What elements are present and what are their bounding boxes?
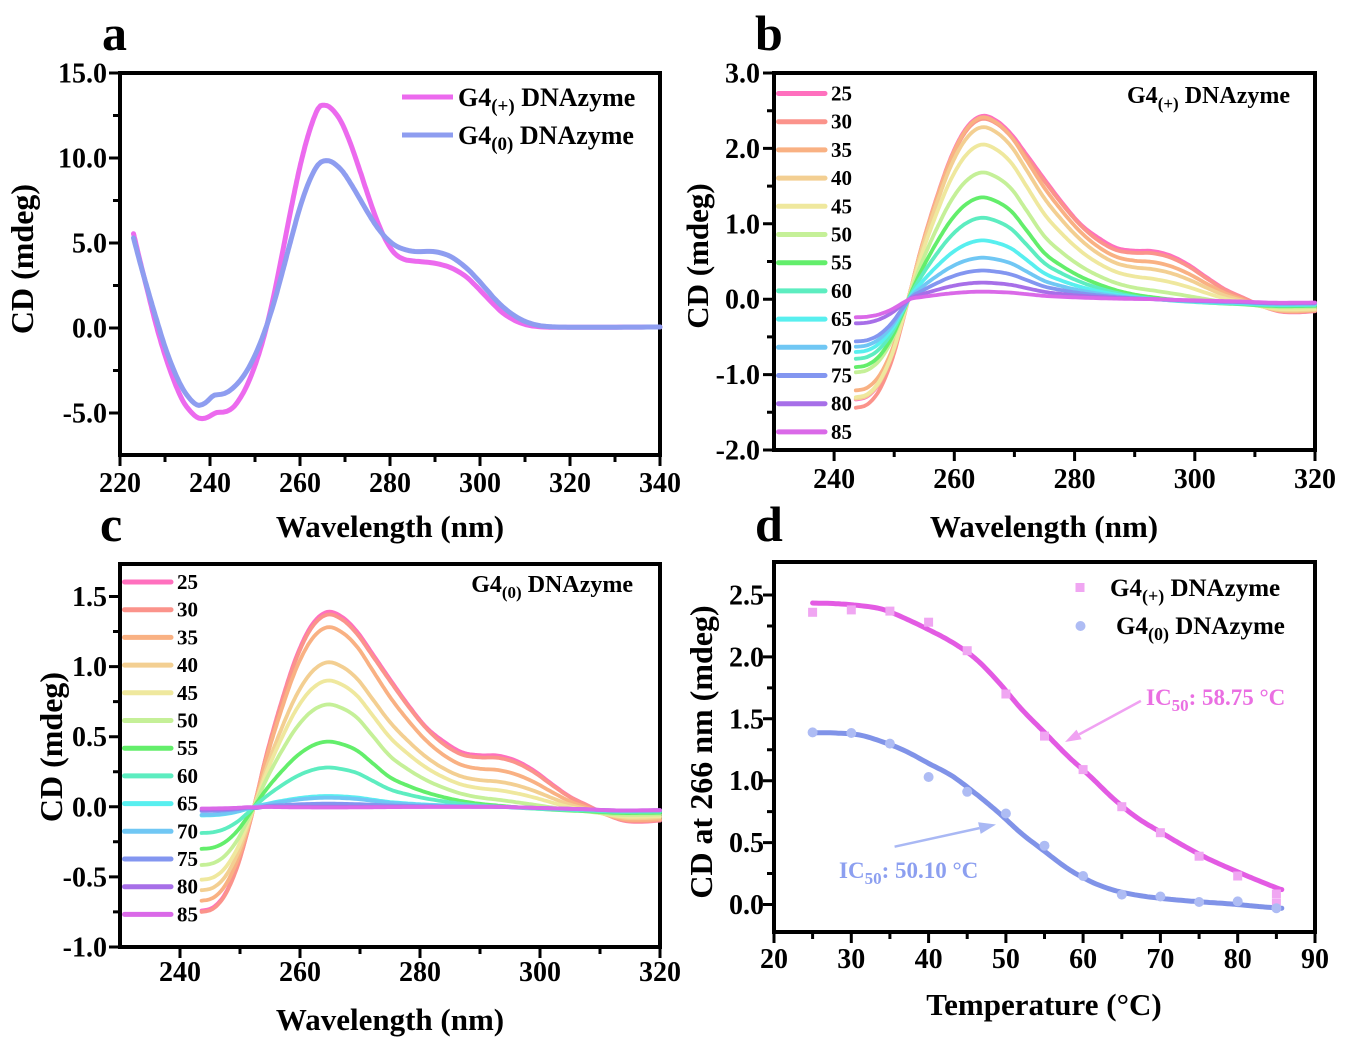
svg-text:2.5: 2.5 xyxy=(729,581,764,612)
svg-text:300: 300 xyxy=(519,957,561,988)
svg-text:240: 240 xyxy=(159,957,201,988)
svg-text:60: 60 xyxy=(177,764,198,788)
svg-text:320: 320 xyxy=(639,957,681,988)
svg-text:b: b xyxy=(755,5,783,61)
svg-text:2.0: 2.0 xyxy=(725,134,760,165)
svg-text:85: 85 xyxy=(177,902,198,926)
svg-text:75: 75 xyxy=(177,847,198,871)
svg-text:0.5: 0.5 xyxy=(729,828,764,859)
svg-text:CD at 266 nm (mdeg): CD at 266 nm (mdeg) xyxy=(683,605,719,898)
svg-text:45: 45 xyxy=(177,681,198,705)
svg-text:35: 35 xyxy=(177,625,198,649)
svg-text:75: 75 xyxy=(831,364,852,388)
svg-text:50: 50 xyxy=(177,709,198,733)
svg-text:50: 50 xyxy=(831,223,852,247)
svg-text:30: 30 xyxy=(177,598,198,622)
svg-text:Wavelength (nm): Wavelength (nm) xyxy=(930,509,1158,544)
svg-text:60: 60 xyxy=(1069,944,1097,975)
svg-text:20: 20 xyxy=(760,944,788,975)
svg-text:35: 35 xyxy=(831,138,852,162)
svg-text:220: 220 xyxy=(99,468,141,499)
svg-text:10.0: 10.0 xyxy=(58,144,107,175)
svg-text:-5.0: -5.0 xyxy=(63,399,107,430)
svg-text:300: 300 xyxy=(1174,464,1216,495)
svg-text:70: 70 xyxy=(831,335,852,359)
svg-text:G4(0) DNAzyme: G4(0) DNAzyme xyxy=(1116,613,1285,645)
svg-text:CD (mdeg): CD (mdeg) xyxy=(33,672,69,822)
svg-text:340: 340 xyxy=(639,468,681,499)
svg-text:G4(0) DNAzyme: G4(0) DNAzyme xyxy=(471,572,633,602)
svg-text:0.5: 0.5 xyxy=(72,722,107,753)
svg-text:30: 30 xyxy=(837,944,865,975)
svg-text:80: 80 xyxy=(1224,944,1252,975)
svg-text:3.0: 3.0 xyxy=(725,59,760,90)
svg-text:15.0: 15.0 xyxy=(58,59,107,90)
svg-text:80: 80 xyxy=(177,875,198,899)
svg-text:90: 90 xyxy=(1301,944,1329,975)
svg-text:Wavelength (nm): Wavelength (nm) xyxy=(276,509,504,544)
svg-text:40: 40 xyxy=(915,944,943,975)
svg-text:25: 25 xyxy=(177,570,198,594)
svg-text:40: 40 xyxy=(177,653,198,677)
svg-text:1.5: 1.5 xyxy=(729,704,764,735)
svg-text:0.0: 0.0 xyxy=(729,890,764,921)
svg-text:0.0: 0.0 xyxy=(725,285,760,316)
svg-text:240: 240 xyxy=(189,468,231,499)
svg-text:260: 260 xyxy=(279,468,321,499)
svg-text:45: 45 xyxy=(831,194,852,218)
svg-text:240: 240 xyxy=(813,464,855,495)
svg-text:260: 260 xyxy=(279,957,321,988)
svg-text:c: c xyxy=(100,496,122,552)
svg-text:70: 70 xyxy=(1146,944,1174,975)
svg-text:50: 50 xyxy=(992,944,1020,975)
svg-text:1.0: 1.0 xyxy=(72,652,107,683)
svg-text:-1.0: -1.0 xyxy=(716,360,760,391)
svg-text:-1.0: -1.0 xyxy=(63,933,107,964)
svg-text:260: 260 xyxy=(933,464,975,495)
svg-text:1.0: 1.0 xyxy=(725,209,760,240)
svg-text:CD (mdeg): CD (mdeg) xyxy=(680,183,715,329)
svg-text:Temperature (°C): Temperature (°C) xyxy=(926,987,1161,1022)
svg-text:60: 60 xyxy=(831,279,852,303)
svg-text:320: 320 xyxy=(549,468,591,499)
svg-text:5.0: 5.0 xyxy=(72,229,107,260)
svg-text:G4(0) DNAzyme: G4(0) DNAzyme xyxy=(458,121,634,155)
svg-text:2.0: 2.0 xyxy=(729,642,764,673)
svg-text:G4(+) DNAzyme: G4(+) DNAzyme xyxy=(1110,575,1280,607)
svg-text:85: 85 xyxy=(831,420,852,444)
svg-text:G4(+) DNAzyme: G4(+) DNAzyme xyxy=(458,83,635,117)
svg-text:55: 55 xyxy=(831,251,852,275)
svg-text:40: 40 xyxy=(831,166,852,190)
svg-text:G4(+) DNAzyme: G4(+) DNAzyme xyxy=(1127,83,1290,113)
svg-text:280: 280 xyxy=(1054,464,1096,495)
svg-text:280: 280 xyxy=(369,468,411,499)
svg-text:65: 65 xyxy=(177,792,198,816)
svg-text:1.0: 1.0 xyxy=(729,766,764,797)
svg-text:65: 65 xyxy=(831,307,852,331)
svg-text:30: 30 xyxy=(831,110,852,134)
svg-text:320: 320 xyxy=(1294,464,1336,495)
svg-text:-0.5: -0.5 xyxy=(63,862,107,893)
svg-text:300: 300 xyxy=(459,468,501,499)
svg-text:Wavelength (nm): Wavelength (nm) xyxy=(276,1002,504,1037)
svg-text:a: a xyxy=(102,5,127,61)
svg-text:55: 55 xyxy=(177,736,198,760)
svg-text:d: d xyxy=(755,496,783,552)
svg-text:25: 25 xyxy=(831,82,852,106)
svg-text:70: 70 xyxy=(177,819,198,843)
svg-text:280: 280 xyxy=(399,957,441,988)
svg-text:0.0: 0.0 xyxy=(72,314,107,345)
svg-text:-2.0: -2.0 xyxy=(716,436,760,467)
svg-text:0.0: 0.0 xyxy=(72,792,107,823)
svg-text:80: 80 xyxy=(831,392,852,416)
svg-text:1.5: 1.5 xyxy=(72,582,107,613)
svg-text:CD (mdeg): CD (mdeg) xyxy=(4,184,40,334)
